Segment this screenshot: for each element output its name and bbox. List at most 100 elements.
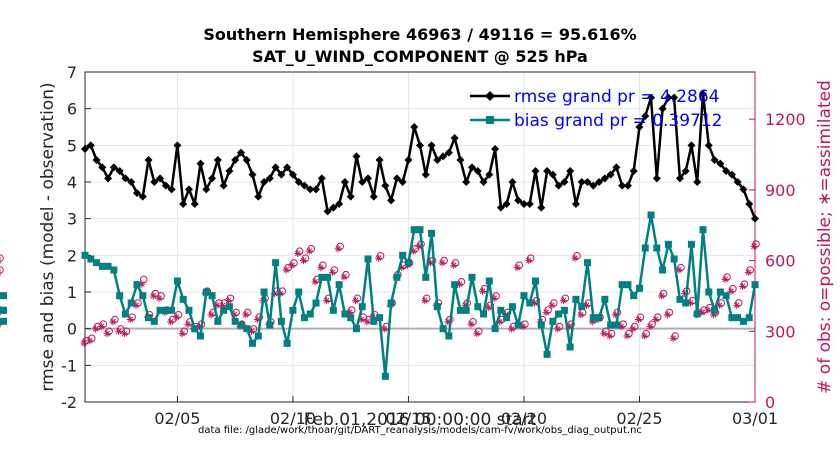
bias-point: [711, 306, 719, 314]
legend-bias-marker: [486, 116, 494, 124]
rmse-point: [433, 156, 442, 164]
asterisk-stroke: [341, 274, 347, 280]
asterisk-stroke: [745, 269, 752, 276]
asterisk-stroke: [248, 328, 255, 335]
rmse-point: [121, 174, 130, 183]
obs-assimilated-point: [467, 320, 475, 328]
obs-possible-point: [347, 306, 356, 314]
asterisk-stroke: [208, 311, 214, 318]
bias-point: [537, 321, 545, 329]
rmse-point: [335, 200, 344, 208]
obs-assimilated-point: [513, 264, 521, 272]
bias-point: [474, 303, 482, 311]
bias-point: [116, 292, 124, 300]
bias-point: [751, 281, 759, 289]
bias-point: [156, 306, 164, 314]
asterisk-stroke: [624, 333, 630, 339]
obs-possible-point: [330, 266, 339, 274]
obs-assimilated-point: [149, 292, 157, 300]
obs-possible-point: [87, 334, 96, 343]
x-tick-label: 02/15: [385, 409, 431, 428]
rmse-point: [612, 163, 621, 172]
bias-point: [139, 292, 147, 300]
obs-possible-point: [492, 292, 500, 300]
obs-assimilated-point: [328, 268, 336, 276]
y-right-tick-label: 0: [765, 393, 775, 412]
obs-assimilated-point: [421, 297, 429, 305]
obs-possible-point: [226, 294, 235, 303]
bias-point: [416, 226, 424, 234]
bias-point: [387, 299, 395, 307]
obs-assimilated-point: [450, 261, 458, 269]
rmse-point: [144, 156, 153, 164]
asterisk-stroke: [86, 337, 93, 344]
bias-point: [162, 306, 170, 314]
rmse-point: [427, 141, 436, 150]
bias-point: [104, 262, 112, 270]
asterisk-stroke: [606, 333, 613, 339]
bias-point: [491, 325, 499, 333]
asterisk-stroke: [306, 248, 313, 254]
rmse-point: [219, 181, 228, 190]
rmse-point: [554, 181, 563, 190]
y-axis-label-right: # of obs: o=possible; ∗=assimilated: [815, 80, 835, 394]
obs-assimilated-point: [507, 325, 515, 333]
bias-point: [358, 303, 366, 311]
rmse-point: [531, 167, 540, 175]
bias-point: [647, 211, 655, 219]
y-tick-label: 4: [67, 173, 77, 192]
obs-assimilated-point: [554, 325, 562, 333]
obs-assimilated-point: [351, 297, 359, 305]
rmse-point: [150, 178, 159, 186]
asterisk-stroke: [508, 326, 515, 332]
asterisk-stroke: [572, 255, 578, 262]
bias-point: [543, 350, 551, 358]
asterisk-stroke: [525, 257, 532, 264]
rmse-point: [231, 156, 240, 164]
obs-possible-point: [740, 280, 749, 288]
rmse-point: [745, 200, 754, 208]
bias-point: [266, 321, 274, 329]
bias-point: [555, 310, 563, 318]
bias-point: [433, 303, 441, 311]
bias-point: [607, 321, 615, 329]
rmse-point: [491, 145, 500, 153]
asterisk-stroke: [283, 267, 289, 273]
bias-point: [404, 259, 412, 267]
bias-point: [584, 259, 591, 267]
obs-assimilated-point: [629, 325, 637, 333]
asterisk-stroke: [381, 326, 388, 332]
asterisk-stroke: [577, 311, 584, 318]
obs-possible-point: [642, 329, 651, 338]
asterisk-stroke: [300, 257, 307, 264]
bias-point: [185, 306, 193, 314]
bias-point: [202, 288, 210, 296]
bias-point: [497, 306, 505, 314]
asterisk-stroke: [739, 283, 746, 290]
rmse-point: [606, 170, 615, 179]
asterisk-stroke: [364, 319, 370, 325]
asterisk-stroke: [179, 330, 185, 337]
obs-possible-point: [336, 242, 344, 251]
obs-possible-point: [550, 299, 558, 307]
rmse-point: [173, 141, 182, 150]
obs-possible-point: [157, 292, 165, 300]
bias-point: [451, 281, 459, 289]
asterisk-stroke: [676, 267, 682, 273]
rmse-point: [132, 189, 141, 197]
asterisk-stroke: [289, 262, 295, 269]
asterisk-stroke: [647, 323, 653, 330]
rmse-point: [560, 178, 569, 186]
legend: rmse grand pr = 4.2864 bias grand pr = 0…: [470, 87, 723, 131]
rmse-point: [473, 167, 482, 175]
asterisk-stroke: [485, 304, 492, 311]
bias-point: [289, 306, 297, 314]
obs-assimilated-point: [438, 259, 446, 267]
bias-point: [485, 277, 493, 285]
obs-assimilated-point: [484, 304, 492, 312]
rmse-point: [641, 112, 650, 120]
bias-point: [595, 314, 603, 322]
rmse-point: [81, 145, 89, 153]
obs-assimilated-point: [577, 311, 585, 319]
bias-point: [300, 314, 308, 322]
